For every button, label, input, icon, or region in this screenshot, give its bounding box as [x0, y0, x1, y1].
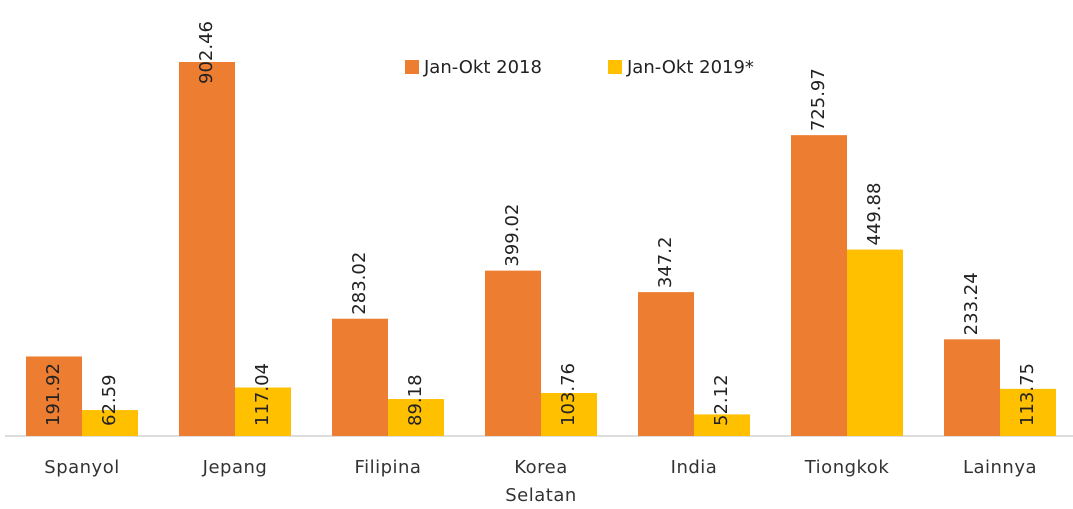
x-tick-label: Korea Selatan — [505, 457, 577, 506]
bar — [179, 62, 235, 436]
data-label: 725.97 — [808, 68, 829, 131]
bar — [388, 399, 444, 436]
data-label: 902.46 — [196, 21, 217, 84]
bar — [485, 270, 541, 436]
data-label: 62.59 — [99, 374, 120, 426]
data-label: 283.02 — [349, 252, 370, 315]
legend-swatch — [405, 60, 419, 74]
x-tick-label: Lainnya — [962, 457, 1038, 478]
bar — [638, 292, 694, 436]
data-label: 117.04 — [252, 363, 273, 426]
x-tick-label: Tiongkok — [804, 457, 890, 478]
bar — [1000, 388, 1056, 436]
x-tick-label: Filipina — [354, 457, 422, 478]
legend-label: Jan-Okt 2019* — [626, 57, 754, 78]
bar — [235, 387, 291, 436]
data-label: 89.18 — [405, 374, 426, 426]
bar — [847, 249, 903, 436]
data-label: 52.12 — [711, 374, 732, 426]
legend-swatch — [608, 60, 622, 74]
data-label: 191.92 — [43, 363, 64, 426]
x-tick-label: Jepang — [202, 457, 268, 478]
bar — [26, 356, 82, 436]
data-label: 347.2 — [655, 237, 676, 289]
data-label: 233.24 — [961, 272, 982, 335]
data-label: 449.88 — [864, 183, 885, 246]
bar — [332, 318, 388, 436]
x-tick-label: Spanyol — [44, 457, 120, 478]
data-label: 103.76 — [558, 363, 579, 426]
bar — [944, 339, 1000, 436]
legend-label: Jan-Okt 2018 — [423, 57, 542, 78]
bar — [82, 410, 138, 436]
data-label: 113.75 — [1017, 363, 1038, 426]
x-tick-label: India — [670, 457, 718, 478]
data-label: 399.02 — [502, 204, 523, 267]
bar — [541, 392, 597, 436]
bar — [694, 414, 750, 436]
bar — [791, 135, 847, 436]
